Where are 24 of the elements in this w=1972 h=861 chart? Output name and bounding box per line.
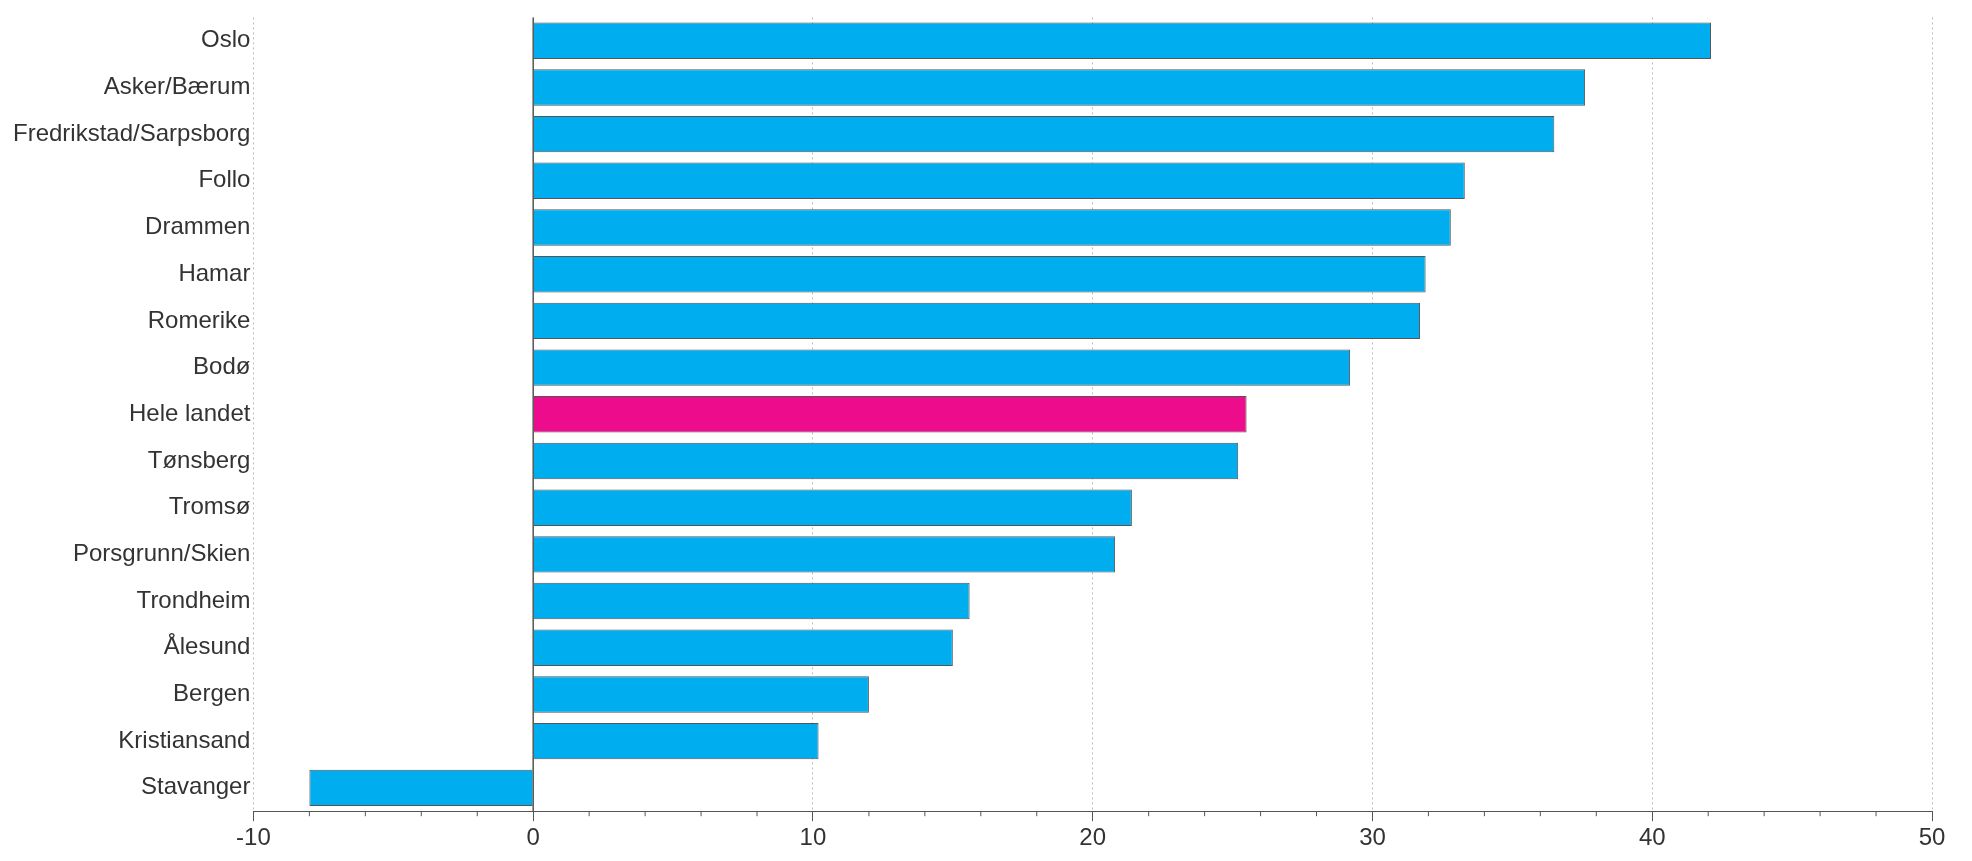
y-tick-label: Porsgrunn/Skien (73, 539, 251, 567)
y-tick-label: Kristiansand (118, 725, 251, 753)
x-tick-label: 20 (1079, 823, 1107, 851)
y-tick-label: Bodø (193, 352, 251, 380)
y-tick-label: Fredrikstad/Sarpsborg (13, 118, 251, 146)
x-tick-label: 10 (799, 823, 827, 851)
y-tick-label: Trondheim (136, 585, 251, 613)
y-tick-label: Hamar (178, 258, 251, 286)
y-tick-label: Follo (198, 165, 251, 193)
y-tick-label: Tromsø (168, 492, 251, 520)
y-tick-label: Drammen (145, 212, 251, 240)
x-tick-label: 40 (1638, 823, 1666, 851)
y-tick-label: Stavanger (141, 772, 251, 800)
x-tick-label: 30 (1359, 823, 1386, 851)
x-tick-label: 50 (1918, 823, 1946, 851)
x-tick-label: 0 (526, 823, 540, 851)
y-tick-label: Bergen (173, 679, 251, 707)
y-tick-label: Hele landet (129, 398, 251, 426)
y-tick-label: Romerike (147, 305, 251, 333)
y-tick-label: Tønsberg (147, 445, 251, 473)
x-tick-label: -10 (236, 823, 271, 851)
y-tick-label: Ålesund (163, 632, 251, 660)
y-tick-label: Oslo (201, 25, 251, 53)
y-tick-label: Asker/Bærum (103, 72, 251, 100)
